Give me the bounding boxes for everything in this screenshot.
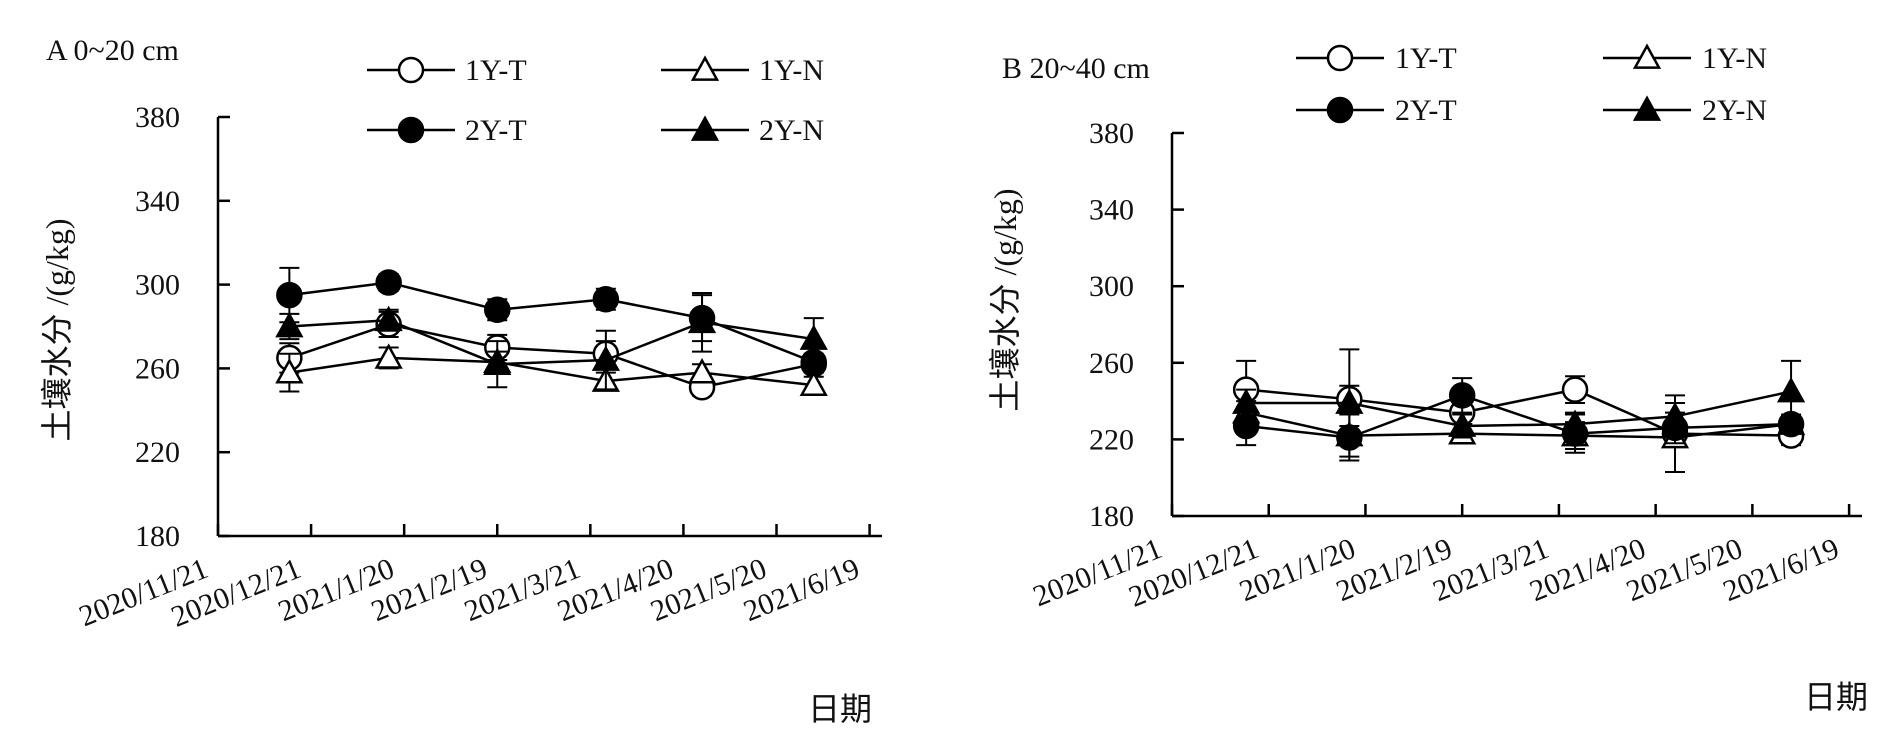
panel-a-x-axis-title: 日期 (808, 691, 872, 727)
panel-b-y-tick-label: 180 (1089, 500, 1134, 533)
panel-b-series-2y-n-filled-triangle-marker (1560, 409, 1590, 435)
panel-b-legend-2y-n-filled-triangle-marker (1632, 95, 1662, 121)
panel-b-title: B 20~40 cm (1002, 52, 1150, 85)
panel-b-x-axis-title: 日期 (1804, 679, 1868, 715)
panel-b-y-tick-label: 380 (1089, 117, 1134, 150)
panel-b-series-2y-n-filled-triangle-marker (1335, 388, 1364, 414)
panel-a-series-2y-n-filled-triangle-marker (799, 324, 828, 350)
panel-b-legend-2y-t-filled-circle-marker (1326, 96, 1354, 124)
panel-b-series-2y-n-line (1246, 390, 1792, 428)
panel-a-series-2y-t-filled-circle-marker (276, 281, 303, 309)
panel-b-series-1y-t-open-circle-marker (1561, 376, 1589, 403)
panel-a-series-2y-n-line (289, 318, 814, 366)
panel-a-y-tick-label: 260 (135, 352, 180, 385)
panel-a-series-1y-n-open-triangle-marker (687, 358, 717, 384)
panel-b-y-tick-label: 260 (1089, 347, 1134, 380)
panel-b-series-2y-t-filled-circle-marker (1232, 412, 1260, 440)
panel-b-y-tick-label: 220 (1089, 423, 1134, 456)
panel-a-legend-2y-n-label: 2Y-N (759, 114, 824, 147)
panel-b-series-2y-t-filled-circle-marker (1448, 382, 1476, 409)
panel-a-y-tick-label: 380 (135, 101, 180, 134)
panel-a-series-2y-n-filled-triangle-marker (483, 349, 512, 376)
panel-b-series-2y-t-line (1246, 394, 1792, 439)
panel-b-y-axis-title: 土壤水分 /(g/kg) (987, 188, 1023, 411)
panel-a-series-2y-t-filled-circle-marker (375, 269, 402, 296)
panel-b-series-1y-n-line (1245, 411, 1792, 439)
panel-b-series-2y-n-filled-triangle-marker (1232, 388, 1261, 414)
panel-a-legend-2y-t-filled-circle-marker (397, 116, 425, 144)
panel-a-series-1y-n-open-triangle-marker (374, 343, 403, 369)
panel-a-series-2y-n-filled-triangle-marker (687, 307, 717, 334)
panel-a-series-1y-n-line (289, 356, 814, 387)
panel-a-y-tick-label: 180 (135, 520, 180, 553)
panel-a-legend-2y-n-filled-triangle-marker (690, 115, 720, 141)
panel-a-y-tick-label: 300 (135, 269, 180, 302)
panel-a-legend-1y-n-label: 1Y-N (759, 54, 824, 87)
panel-a-legend-2y-t-label: 2Y-T (465, 114, 527, 147)
panel-a-legend-1y-n-open-triangle-marker (690, 55, 720, 81)
panel-b-series-2y-n-filled-triangle-marker (1660, 401, 1690, 428)
panel-a-series-2y-t-filled-circle-marker (592, 286, 620, 313)
panel-a-series-2y-t-filled-circle-marker (484, 296, 511, 323)
panel-b-legend-1y-n-label: 1Y-N (1702, 42, 1767, 75)
panel-a-series-2y-n-filled-triangle-marker (374, 305, 403, 332)
panel-a-series-1y-t-line (288, 323, 814, 389)
panel-a-y-tick-label: 340 (135, 185, 180, 218)
panel-b-legend-1y-t-label: 1Y-T (1395, 42, 1457, 75)
panel-a-series-2y-n-filled-triangle-marker (275, 311, 304, 338)
panel-a-series-2y-n-filled-triangle-marker (591, 345, 620, 371)
panel-b-legend-2y-t-label: 2Y-T (1395, 94, 1457, 127)
panel-a-series-1y-n-open-triangle-marker (275, 358, 304, 384)
panel-a-y-axis-title: 土壤水分 /(g/kg) (39, 218, 75, 441)
panel-b-y-tick-label: 340 (1089, 194, 1134, 227)
panel-b-legend-2y-n-label: 2Y-N (1702, 94, 1767, 127)
panel-a-title: A 0~20 cm (46, 34, 179, 67)
panel-b-series-2y-n-filled-triangle-marker (1448, 411, 1477, 437)
panel-a-series-1y-n-open-triangle-marker (799, 370, 828, 397)
panel-b-series-2y-n-filled-triangle-marker (1776, 376, 1806, 403)
panel-a-legend-1y-t-open-circle-marker (397, 56, 425, 84)
panel-b-legend-1y-t-open-circle-marker (1326, 44, 1354, 72)
panel-b-legend-1y-n-open-triangle-marker (1632, 43, 1662, 69)
panel-a-legend-1y-t-label: 1Y-T (465, 54, 527, 87)
panel-a-y-tick-label: 220 (135, 436, 180, 469)
panel-b-series-1y-t-line (1246, 388, 1792, 437)
panel-b-y-tick-label: 300 (1089, 270, 1134, 303)
